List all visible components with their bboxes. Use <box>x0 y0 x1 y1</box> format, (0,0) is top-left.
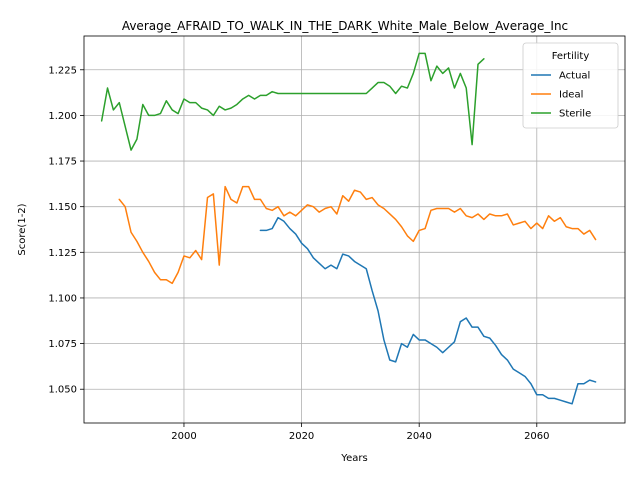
y-tick-label: 1.225 <box>48 65 77 76</box>
x-tick-label: 2020 <box>289 431 314 442</box>
plot-frame <box>83 35 626 424</box>
x-tick-label: 2060 <box>524 431 549 442</box>
y-tick-label: 1.125 <box>48 248 77 259</box>
series-line-actual <box>259 216 597 405</box>
x-tick-label: 2040 <box>406 431 431 442</box>
y-tick-label: 1.175 <box>48 157 77 168</box>
legend-label-ideal: Ideal <box>559 90 583 101</box>
legend: Fertility Actual Ideal Sterile <box>522 42 619 129</box>
legend-title: Fertility <box>552 51 590 62</box>
series-lines <box>100 52 597 405</box>
x-axis: 2000 2020 2040 2060 <box>171 423 550 442</box>
y-tick-label: 1.100 <box>48 293 77 304</box>
series-line-sterile <box>100 52 485 151</box>
y-tick-label: 1.150 <box>48 202 77 213</box>
y-tick-label: 1.075 <box>48 339 77 350</box>
x-tick-label: 2000 <box>171 431 196 442</box>
legend-items: Actual Ideal Sterile <box>531 71 591 120</box>
legend-label-actual: Actual <box>559 71 590 82</box>
legend-label-sterile: Sterile <box>559 109 591 120</box>
y-tick-label: 1.050 <box>48 385 77 396</box>
legend-box <box>522 42 619 129</box>
chart-title: Average_AFRAID_TO_WALK_IN_THE_DARK_White… <box>122 19 568 33</box>
y-tick-label: 1.200 <box>48 111 77 122</box>
series-line-ideal <box>118 185 597 285</box>
x-axis-label: Years <box>340 453 367 464</box>
y-axis: 1.050 1.075 1.100 1.125 1.150 1.175 1.200 1.225 <box>48 65 84 396</box>
y-axis-label: Score(1-2) <box>17 203 28 255</box>
